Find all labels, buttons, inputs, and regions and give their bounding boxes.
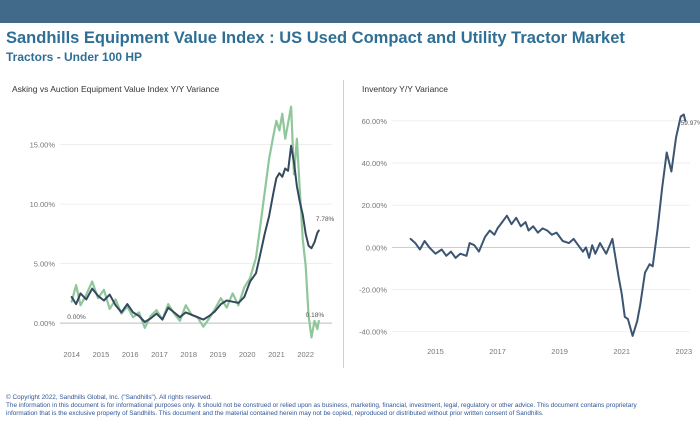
series-line — [409, 113, 687, 337]
data-label: 59.97% — [681, 120, 700, 127]
x-tick-label: 2023 — [675, 347, 692, 356]
footer-disclaimer-line: The information in this document is for … — [6, 401, 637, 409]
page-subtitle: Tractors - Under 100 HP — [6, 50, 143, 64]
x-tick-label: 2017 — [151, 350, 168, 359]
x-tick-label: 2018 — [180, 350, 197, 359]
x-tick-label: 2015 — [93, 350, 110, 359]
y-tick-label: 40.00% — [362, 159, 388, 168]
series-line — [70, 144, 320, 323]
x-tick-label: 2020 — [239, 350, 256, 359]
chart-title-asking-auction: Asking vs Auction Equipment Value Index … — [12, 84, 220, 94]
data-label: 7.78% — [316, 216, 335, 223]
y-tick-label: -20.00% — [359, 286, 387, 295]
x-tick-label: 2019 — [210, 350, 227, 359]
y-tick-label: 0.00% — [366, 243, 388, 252]
chart-title-inventory: Inventory Y/Y Variance — [362, 84, 448, 94]
x-tick-label: 2014 — [63, 350, 80, 359]
x-tick-label: 2022 — [297, 350, 314, 359]
y-tick-label: 15.00% — [30, 141, 56, 150]
footer-copyright: © Copyright 2022, Sandhills Global, Inc.… — [6, 394, 213, 401]
footer-disclaimer-line: information that is the exclusive proper… — [6, 409, 544, 417]
x-tick-label: 2021 — [613, 347, 630, 356]
header-bar — [0, 0, 700, 23]
footer-disclaimer: © Copyright 2022, Sandhills Global, Inc.… — [6, 394, 696, 417]
x-tick-label: 2017 — [489, 347, 506, 356]
y-tick-label: 60.00% — [362, 117, 388, 126]
x-tick-label: 2019 — [551, 347, 568, 356]
x-tick-label: 2015 — [427, 347, 444, 356]
data-label: 0.18% — [306, 312, 325, 319]
y-tick-label: 10.00% — [30, 200, 56, 209]
x-tick-label: 2016 — [122, 350, 139, 359]
page-title: Sandhills Equipment Value Index : US Use… — [6, 29, 625, 47]
panel-divider — [343, 80, 344, 368]
y-tick-label: 20.00% — [362, 201, 388, 210]
y-tick-label: -40.00% — [359, 328, 387, 337]
x-tick-label: 2021 — [268, 350, 285, 359]
y-tick-label: 5.00% — [34, 260, 56, 269]
y-tick-label: 0.00% — [34, 319, 56, 328]
data-label: 0.00% — [67, 314, 86, 321]
